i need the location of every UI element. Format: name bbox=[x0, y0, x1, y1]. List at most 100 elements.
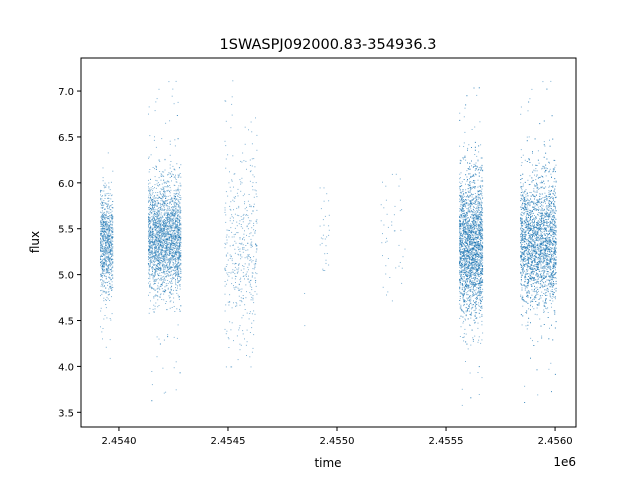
data-point bbox=[167, 336, 169, 338]
data-point bbox=[157, 231, 159, 233]
data-point bbox=[165, 267, 167, 269]
data-point bbox=[463, 289, 465, 291]
data-point bbox=[165, 301, 167, 302]
data-point bbox=[161, 216, 163, 218]
data-point bbox=[252, 295, 254, 297]
data-point bbox=[112, 259, 114, 260]
data-point bbox=[157, 247, 159, 249]
data-point bbox=[157, 266, 159, 268]
data-point bbox=[151, 249, 153, 251]
data-point bbox=[177, 224, 178, 226]
data-point bbox=[233, 285, 234, 287]
data-point bbox=[155, 244, 157, 245]
data-point bbox=[242, 248, 244, 250]
data-point bbox=[165, 252, 167, 254]
data-point bbox=[155, 252, 157, 253]
data-point bbox=[242, 265, 244, 267]
data-point bbox=[165, 303, 167, 304]
data-point bbox=[152, 234, 153, 235]
data-point bbox=[167, 246, 169, 248]
data-point bbox=[151, 261, 153, 263]
data-point bbox=[169, 208, 171, 210]
data-point bbox=[231, 179, 233, 181]
data-point bbox=[474, 169, 476, 171]
data-point bbox=[111, 216, 113, 218]
data-point bbox=[179, 225, 180, 226]
data-point bbox=[167, 239, 169, 241]
data-point bbox=[173, 174, 174, 176]
data-point bbox=[104, 254, 106, 256]
data-point bbox=[152, 205, 153, 207]
data-point bbox=[159, 241, 161, 243]
data-point bbox=[176, 289, 178, 291]
data-point bbox=[104, 291, 106, 293]
data-point bbox=[105, 246, 107, 248]
data-point bbox=[106, 248, 108, 250]
data-point bbox=[468, 275, 470, 276]
data-point bbox=[149, 285, 151, 287]
data-point bbox=[106, 261, 108, 262]
data-point bbox=[109, 293, 110, 295]
data-point bbox=[160, 275, 162, 277]
data-point bbox=[104, 273, 106, 275]
data-point bbox=[164, 234, 166, 236]
data-point bbox=[109, 245, 110, 247]
data-point bbox=[251, 272, 253, 274]
data-point bbox=[238, 295, 240, 297]
data-point bbox=[107, 227, 109, 229]
data-point bbox=[151, 239, 153, 241]
data-point bbox=[177, 258, 178, 260]
data-point bbox=[229, 321, 231, 323]
data-point bbox=[242, 218, 244, 220]
data-point bbox=[167, 228, 169, 230]
data-point bbox=[164, 169, 166, 171]
data-point bbox=[107, 238, 109, 240]
data-point bbox=[470, 273, 472, 275]
data-point bbox=[165, 217, 167, 219]
data-point bbox=[234, 278, 236, 280]
data-point bbox=[463, 336, 465, 338]
data-point bbox=[237, 188, 239, 190]
data-point bbox=[107, 291, 109, 293]
data-point bbox=[462, 209, 464, 211]
data-point bbox=[164, 291, 166, 293]
data-point bbox=[473, 294, 475, 296]
data-point bbox=[162, 209, 164, 211]
data-point bbox=[148, 243, 150, 244]
data-point bbox=[156, 237, 158, 239]
data-point bbox=[161, 299, 163, 300]
data-point bbox=[109, 193, 111, 195]
data-point bbox=[160, 236, 162, 238]
data-point bbox=[111, 215, 112, 217]
data-point bbox=[239, 300, 241, 302]
data-point bbox=[152, 263, 154, 265]
data-point bbox=[235, 262, 236, 264]
data-point bbox=[164, 265, 166, 267]
data-point bbox=[171, 226, 172, 228]
data-point bbox=[107, 218, 109, 220]
data-point bbox=[175, 279, 176, 281]
data-point bbox=[155, 212, 157, 214]
data-point bbox=[177, 262, 179, 264]
data-point bbox=[166, 234, 168, 236]
data-point bbox=[154, 210, 156, 212]
data-point bbox=[161, 253, 163, 254]
data-point bbox=[242, 333, 244, 335]
data-point bbox=[171, 171, 173, 173]
data-point bbox=[478, 151, 480, 153]
data-point bbox=[105, 195, 107, 197]
data-point bbox=[103, 239, 105, 241]
data-point bbox=[177, 270, 179, 272]
data-point bbox=[178, 204, 180, 206]
data-point bbox=[112, 276, 114, 278]
data-point bbox=[151, 228, 153, 230]
data-point bbox=[171, 236, 173, 238]
data-point bbox=[160, 262, 162, 264]
data-point bbox=[236, 214, 238, 216]
data-point bbox=[153, 240, 155, 242]
data-point bbox=[248, 256, 250, 257]
data-point bbox=[177, 218, 178, 220]
data-point bbox=[163, 225, 165, 227]
data-point bbox=[100, 279, 101, 281]
data-point bbox=[173, 234, 175, 236]
